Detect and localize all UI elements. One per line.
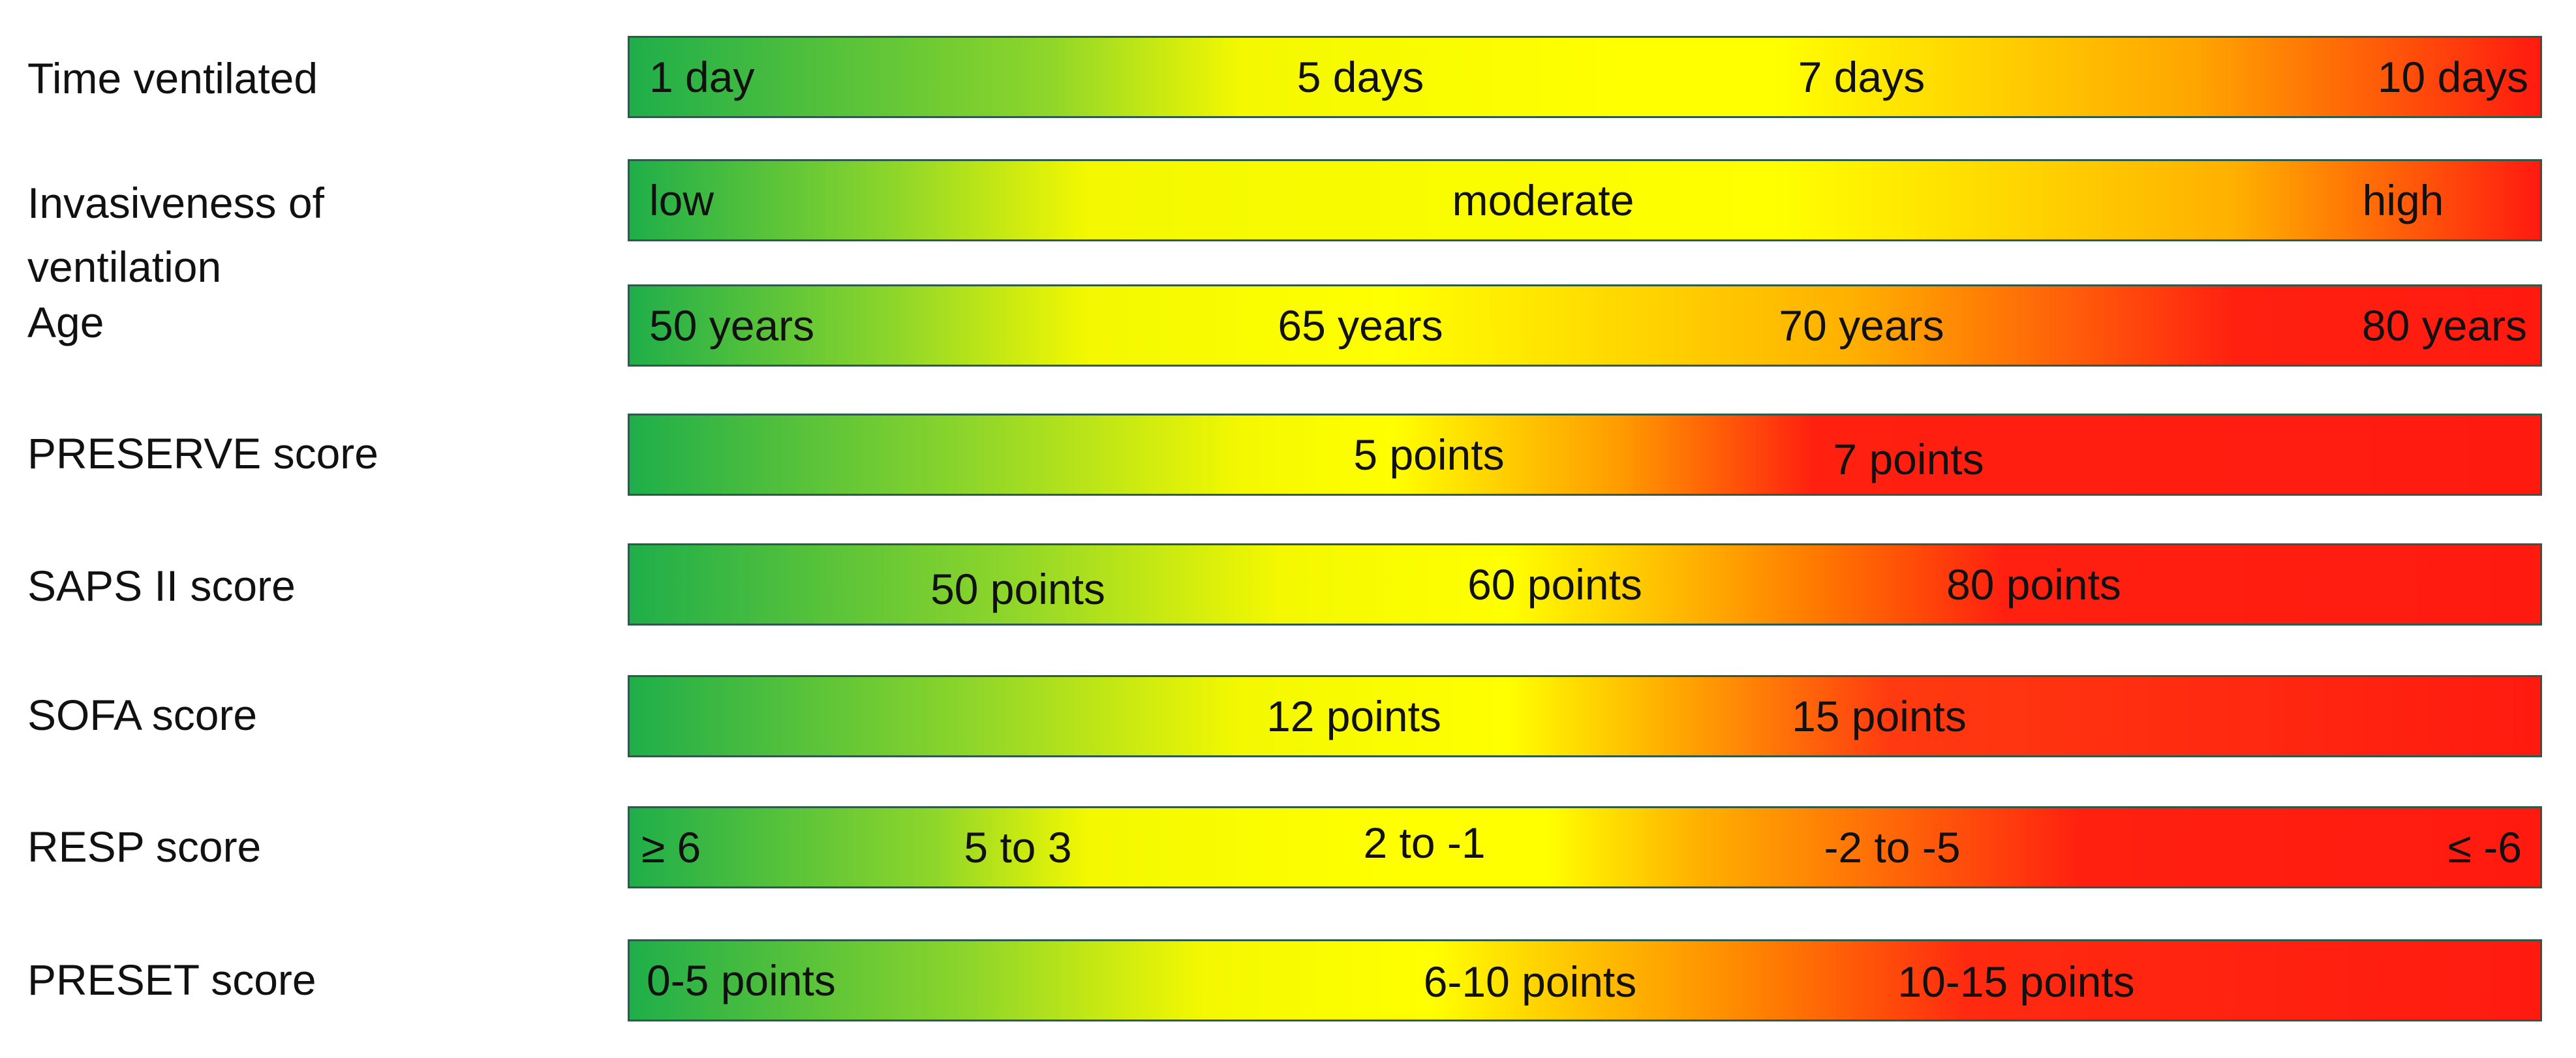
row-label-age: Age bbox=[27, 298, 104, 346]
tick-15-points: 15 points bbox=[1792, 692, 1967, 740]
tick-resp-2-to-minus-1: 2 to -1 bbox=[1363, 818, 1486, 867]
tick-10-15-points: 10-15 points bbox=[1897, 958, 2135, 1006]
bar-sofa: 12 points 15 points bbox=[628, 675, 2542, 757]
tick-80-years: 80 years bbox=[2361, 301, 2527, 350]
tick-high: high bbox=[2362, 176, 2444, 224]
tick-7-days: 7 days bbox=[1798, 53, 1925, 101]
row-label-time-ventilated: Time ventilated bbox=[27, 54, 318, 102]
tick-moderate: moderate bbox=[1452, 176, 1634, 224]
bar-saps-ii: 50 points 60 points 80 points bbox=[628, 543, 2542, 626]
row-label-invasiveness: Invasiveness of ventilation bbox=[27, 179, 324, 291]
tick-10-days: 10 days bbox=[2377, 53, 2528, 101]
bar-age: 50 years 65 years 70 years 80 years bbox=[628, 284, 2542, 367]
tick-resp-le-minus-6: ≤ -6 bbox=[2447, 823, 2522, 871]
bar-preserve: 5 points 7 points bbox=[628, 414, 2542, 496]
row-label-saps-ii: SAPS II score bbox=[27, 562, 296, 610]
tick-50-years: 50 years bbox=[649, 301, 815, 350]
tick-60-points: 60 points bbox=[1467, 560, 1642, 609]
row-label-sofa: SOFA score bbox=[27, 691, 258, 739]
tick-7-points: 7 points bbox=[1833, 435, 1984, 484]
tick-low: low bbox=[649, 176, 714, 224]
row-label-preserve: PRESERVE score bbox=[27, 429, 378, 477]
bar-invasiveness: low moderate high bbox=[628, 159, 2542, 241]
tick-50-points: 50 points bbox=[930, 565, 1105, 614]
tick-1-day: 1 day bbox=[649, 53, 755, 101]
row-label-preset: PRESET score bbox=[27, 956, 316, 1004]
tick-6-10-points: 6-10 points bbox=[1423, 958, 1637, 1006]
bar-preset: 0-5 points 6-10 points 10-15 points bbox=[628, 939, 2542, 1021]
tick-65-years: 65 years bbox=[1278, 301, 1443, 350]
tick-0-5-points: 0-5 points bbox=[647, 956, 836, 1005]
bar-resp: ≥ 6 5 to 3 2 to -1 -2 to -5 ≤ -6 bbox=[628, 806, 2542, 888]
tick-resp-minus-2-to-minus-5: -2 to -5 bbox=[1824, 823, 1961, 871]
tick-resp-5-to-3: 5 to 3 bbox=[964, 823, 1072, 871]
tick-5-days: 5 days bbox=[1296, 53, 1424, 101]
tick-5-points: 5 points bbox=[1353, 431, 1505, 479]
tick-12-points: 12 points bbox=[1266, 692, 1441, 740]
tick-70-years: 70 years bbox=[1779, 301, 1944, 350]
tick-resp-ge-6: ≥ 6 bbox=[641, 823, 701, 871]
bar-time-ventilated: 1 day 5 days 7 days 10 days bbox=[628, 36, 2542, 118]
row-label-resp: RESP score bbox=[27, 823, 262, 871]
tick-80-points: 80 points bbox=[1946, 560, 2121, 609]
